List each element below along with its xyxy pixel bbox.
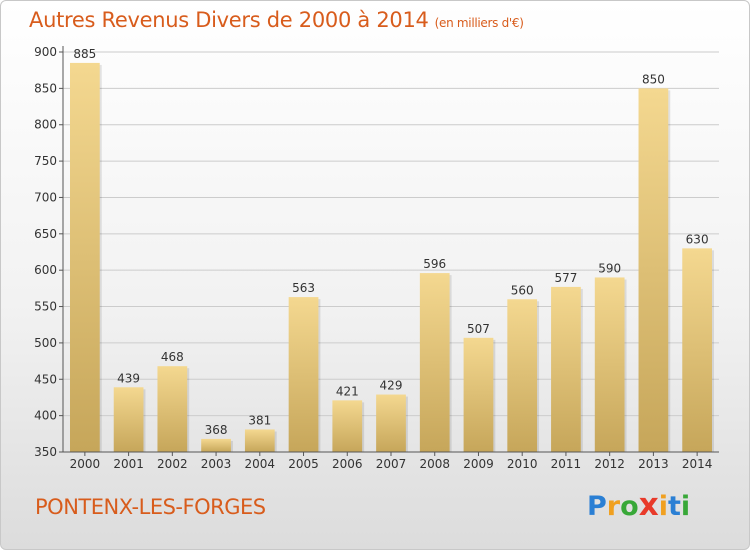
x-tick-label: 2002 [157, 457, 188, 471]
bar-2012[interactable] [594, 277, 625, 452]
bar-2000[interactable] [69, 62, 100, 453]
y-tick-label: 800 [34, 118, 57, 132]
bar-2004[interactable] [244, 429, 275, 452]
x-tick-label: 2012 [594, 457, 625, 471]
commune-name: PONTENX-LES-FORGES [35, 495, 266, 519]
value-label: 468 [161, 350, 184, 364]
y-tick-label: 450 [34, 372, 57, 386]
bars [69, 62, 715, 453]
bar-2013[interactable] [638, 88, 669, 452]
value-label: 560 [511, 283, 534, 297]
chart-title: Autres Revenus Divers de 2000 à 2014 (en … [29, 8, 524, 32]
value-label: 577 [554, 271, 577, 285]
value-label: 885 [73, 47, 96, 61]
bar-2008[interactable] [419, 273, 450, 452]
title-text: Autres Revenus Divers de 2000 à 2014 [29, 8, 429, 32]
value-label: 439 [117, 371, 140, 385]
bar-2001[interactable] [113, 387, 144, 452]
logo-letter: P [587, 491, 607, 522]
bar-2005[interactable] [288, 297, 319, 452]
y-tick-label: 750 [34, 154, 57, 168]
x-tick-label: 2006 [332, 457, 363, 471]
bar-2009[interactable] [463, 337, 494, 452]
x-tick-label: 2010 [507, 457, 538, 471]
bar-2011[interactable] [551, 286, 581, 452]
bar-2007[interactable] [376, 394, 406, 452]
y-tick-label: 900 [34, 45, 57, 59]
logo-letter: r [606, 491, 621, 522]
logo-letter: i [658, 491, 668, 522]
y-tick-label: 850 [34, 81, 57, 95]
x-tick-label: 2011 [551, 457, 582, 471]
value-label: 850 [642, 72, 665, 86]
y-tick-label: 650 [34, 227, 57, 241]
value-label: 381 [248, 413, 271, 427]
value-labels: 885 439 468 368 381 563 421 429 596 507 560 577 590 8… [73, 47, 708, 437]
bar-2002[interactable] [157, 366, 188, 452]
value-label: 368 [205, 423, 228, 437]
proxiti-logo[interactable]: Proxiti [587, 487, 690, 523]
value-label: 563 [292, 281, 315, 295]
bar-2006[interactable] [332, 400, 363, 452]
x-tick-label: 2009 [463, 457, 494, 471]
y-tick-label: 550 [34, 300, 57, 314]
y-tick-label: 700 [34, 190, 57, 204]
x-tick-label: 2014 [682, 457, 713, 471]
bar-2003[interactable] [201, 438, 231, 452]
x-tick-label: 2001 [113, 457, 144, 471]
y-tick-label: 350 [34, 445, 57, 459]
y-tick-label: 600 [34, 263, 57, 277]
x-tick-label: 2007 [376, 457, 407, 471]
x-tick-label: 2005 [288, 457, 319, 471]
value-label: 590 [598, 261, 621, 275]
axes: 350 400 450 500 550 600 650 700 750 800 850 900 2000… [34, 45, 719, 471]
bar-2010[interactable] [507, 299, 538, 452]
logo-letter: o [620, 491, 639, 522]
logo-letter: x [638, 487, 659, 523]
x-tick-label: 2008 [419, 457, 450, 471]
value-label: 421 [336, 384, 359, 398]
bar-2014[interactable] [682, 248, 713, 452]
value-label: 630 [686, 232, 709, 246]
y-tick-label: 500 [34, 336, 57, 350]
x-tick-label: 2013 [638, 457, 669, 471]
value-label: 429 [380, 379, 403, 393]
x-tick-label: 2000 [70, 457, 101, 471]
logo-letter: t [667, 491, 681, 522]
chart-subtitle: (en milliers d'€) [434, 16, 524, 30]
logo-letter: i [680, 491, 691, 522]
x-tick-label: 2003 [201, 457, 232, 471]
x-tick-label: 2004 [245, 457, 276, 471]
value-label: 596 [423, 257, 446, 271]
value-label: 507 [467, 322, 490, 336]
y-tick-label: 400 [34, 409, 57, 423]
